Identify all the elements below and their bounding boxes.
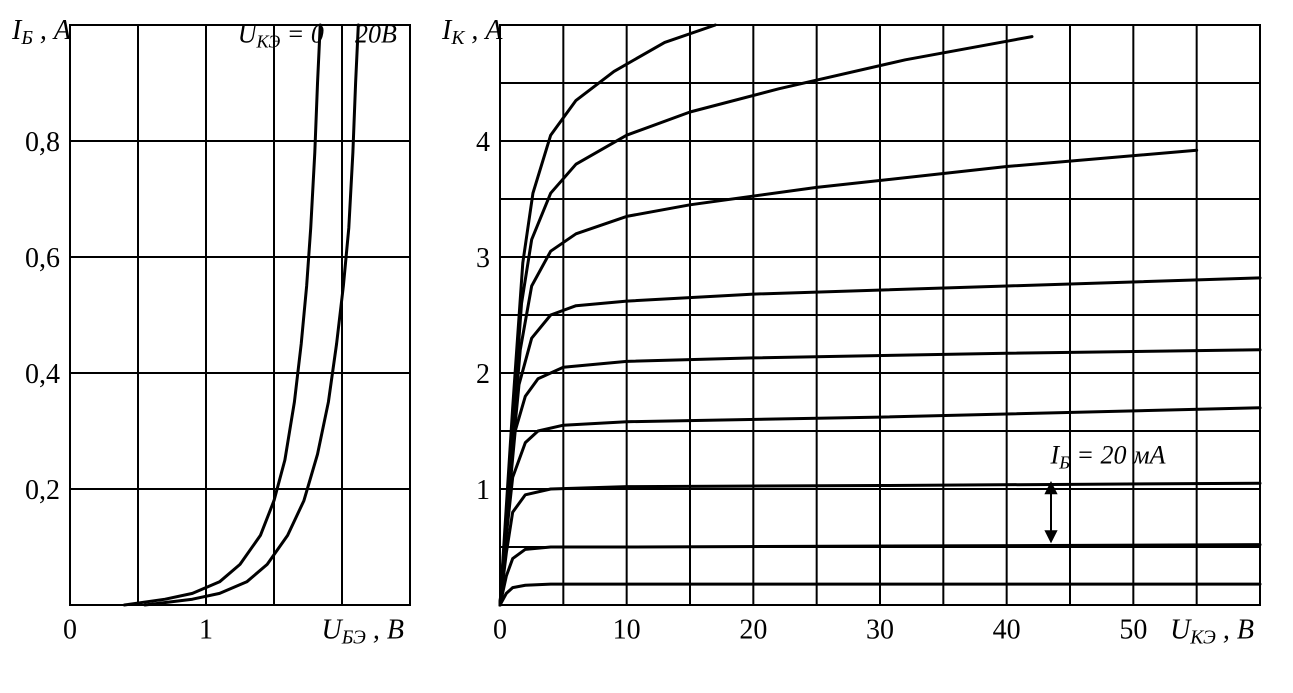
ib-step-arrow (1046, 483, 1056, 541)
input-characteristics-chart-ylabel: IБ , А (11, 15, 72, 49)
output-characteristics-chart-xtick: 0 (493, 615, 507, 646)
input-characteristics-chart-ytick: 0,8 (25, 127, 60, 158)
output-characteristics-chart-xlabel: UКЭ , В (1170, 615, 1254, 649)
output-characteristics-chart-xtick: 50 (1119, 615, 1147, 646)
output-characteristics-chart-xtick: 30 (866, 615, 894, 646)
output-characteristics-chart-curve-Ib=140 (500, 150, 1197, 605)
output-characteristics-chart-ytick: 4 (476, 127, 490, 158)
input-characteristics-chart-xtick: 1 (199, 615, 213, 646)
input-characteristics-chart-curve-Uke=20 (145, 25, 359, 605)
output-characteristics-chart-ytick: 1 (476, 475, 490, 506)
output-characteristics-chart-ylabel: IК , А (441, 15, 503, 49)
output-characteristics-chart-xtick: 10 (613, 615, 641, 646)
output-characteristics-chart-ytick: 3 (476, 243, 490, 274)
output-characteristics-chart-xtick: 40 (993, 615, 1021, 646)
input-characteristics-chart-curve-Uke=0 (124, 25, 320, 605)
input-characteristics-chart-xlabel: UБЭ , В (322, 615, 404, 649)
input-characteristics-chart (70, 25, 410, 605)
input-characteristics-chart-ytick: 0,6 (25, 243, 60, 274)
output-characteristics-chart-annot-0: IБ = 20 мА (1050, 440, 1166, 472)
input-characteristics-chart-xtick: 0 (63, 615, 77, 646)
input-characteristics-chart-ytick: 0,4 (25, 359, 60, 390)
input-characteristics-chart-annot-0: UКЭ = 0 (238, 19, 324, 51)
input-characteristics-chart-ytick: 0,2 (25, 475, 60, 506)
output-characteristics-chart-curve-Ib=160 (500, 37, 1032, 605)
output-characteristics-chart (500, 25, 1260, 605)
output-characteristics-chart-xtick: 20 (739, 615, 767, 646)
output-characteristics-chart-ytick: 2 (476, 359, 490, 390)
output-characteristics-chart-grid (500, 25, 1260, 605)
input-characteristics-chart-annot-1: 20В (355, 19, 397, 48)
input-characteristics-chart-grid (70, 25, 410, 605)
